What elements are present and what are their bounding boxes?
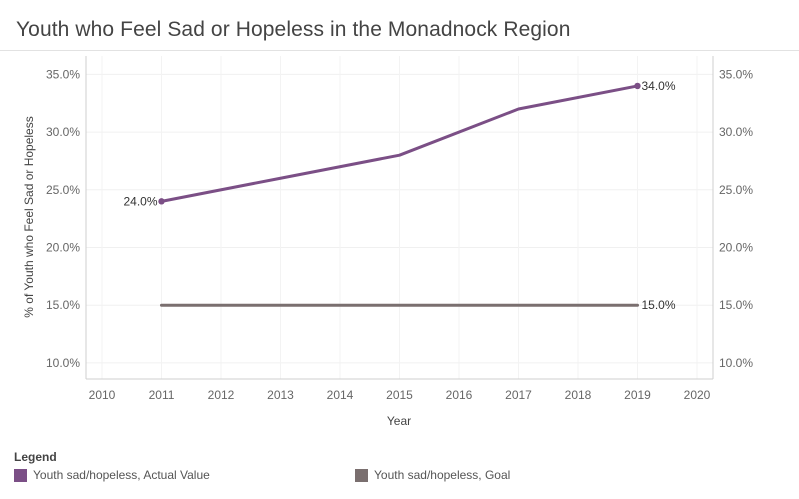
x-tick-label: 2020 — [684, 388, 711, 402]
series-line-0 — [160, 84, 639, 203]
x-tick-label: 2017 — [505, 388, 532, 402]
y-tick-label-left: 30.0% — [46, 125, 80, 139]
data-label: 15.0% — [642, 298, 676, 312]
legend-label-actual: Youth sad/hopeless, Actual Value — [33, 468, 210, 482]
axis-layer: 10.0% 10.0% 15.0% 15.0% 20.0% 20.0% 25.0% 25.0%… — [46, 56, 753, 402]
y-tick-label-left: 35.0% — [46, 67, 80, 81]
x-tick-label: 2018 — [565, 388, 592, 402]
x-tick-label: 2016 — [446, 388, 473, 402]
y-tick-label-left: 10.0% — [46, 356, 80, 370]
legend-swatch-actual — [14, 468, 27, 482]
y-tick-label-right: 20.0% — [719, 241, 753, 255]
x-tick-label: 2012 — [208, 388, 235, 402]
y-tick-label-left: 15.0% — [46, 298, 80, 312]
legend-swatch-goal — [355, 468, 368, 482]
chart-title: Youth who Feel Sad or Hopeless in the Mo… — [16, 18, 571, 41]
y-tick-label-right: 15.0% — [719, 298, 753, 312]
series-layer — [158, 82, 641, 307]
x-tick-label: 2015 — [386, 388, 413, 402]
legend-item-goal[interactable]: Youth sad/hopeless, Goal — [355, 467, 510, 483]
x-tick-label: 2013 — [267, 388, 294, 402]
data-label: 24.0% — [123, 194, 157, 208]
legend-label-goal: Youth sad/hopeless, Goal — [374, 468, 511, 482]
x-tick-label: 2011 — [149, 388, 175, 402]
y-tick-label-left: 25.0% — [46, 183, 80, 197]
label-layer: 24.0% 34.0% 15.0% — [123, 79, 675, 312]
y-tick-label-right: 10.0% — [719, 356, 753, 370]
x-tick-label: 2010 — [89, 388, 116, 402]
y-tick-label-right: 35.0% — [719, 67, 753, 81]
x-tick-label: 2014 — [327, 388, 354, 402]
line-chart: 10.0% 10.0% 15.0% 15.0% 20.0% 20.0% 25.0% 25.0%… — [22, 56, 753, 428]
series-marker-0 — [158, 198, 165, 205]
series-marker-0 — [634, 82, 641, 90]
data-label: 34.0% — [642, 79, 676, 93]
x-tick-label: 2019 — [624, 388, 651, 402]
legend-title: Legend — [14, 450, 57, 464]
y-tick-label-right: 30.0% — [719, 125, 753, 139]
y-axis-title: % of Youth who Feel Sad or Hopeless — [22, 116, 36, 317]
x-axis-title: Year — [387, 414, 411, 428]
legend-item-actual[interactable]: Youth sad/hopeless, Actual Value — [14, 467, 210, 483]
grid-layer — [86, 56, 713, 379]
title-divider — [0, 50, 799, 51]
y-tick-label-right: 25.0% — [719, 183, 753, 197]
y-tick-label-left: 20.0% — [46, 241, 80, 255]
